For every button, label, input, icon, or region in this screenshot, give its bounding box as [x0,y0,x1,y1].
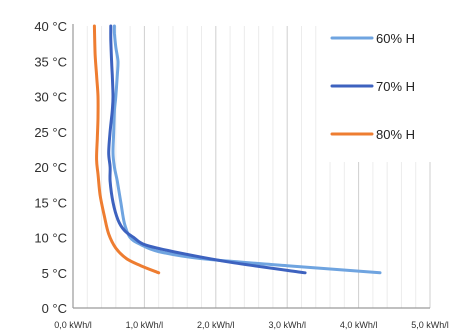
axes [72,24,430,309]
y-tick-label: 15 °C [34,195,67,210]
y-tick-label: 5 °C [42,266,67,281]
x-tick-label: 2,0 kWh/l [197,320,235,330]
x-tick-label: 1,0 kWh/l [126,320,164,330]
y-tick-label: 35 °C [34,54,67,69]
y-tick-label: 0 °C [42,301,67,316]
x-tick-label: 5,0 kWh/l [411,320,449,330]
series-line-2 [107,24,307,275]
legend: 60% H 70% H 80% H [329,22,441,162]
y-tick-label: 10 °C [34,231,67,246]
y-tick-label: 30 °C [34,90,67,105]
series-line-3 [92,24,161,275]
x-tick-label: 0,0 kWh/l [54,320,92,330]
y-tick-label: 25 °C [34,125,67,140]
legend-label: 60% H [376,31,415,46]
y-tick-labels: 0 °C 5 °C 10 °C 15 °C 20 °C 25 °C 30 °C 35 °C 40… [34,19,67,316]
y-tick-label: 40 °C [34,19,67,34]
gridlines [86,26,431,308]
legend-label: 80% H [376,127,415,142]
series-line-1 [111,24,382,275]
x-tick-label: 3,0 kWh/l [268,320,306,330]
x-tick-labels: 0,0 kWh/l 1,0 kWh/l 2,0 kWh/l 3,0 kWh/l 4,0 … [54,320,449,330]
y-tick-label: 20 °C [34,160,67,175]
series-lines [92,24,382,275]
x-tick-label: 4,0 kWh/l [340,320,378,330]
legend-label: 70% H [376,79,415,94]
legend-box [329,22,441,162]
